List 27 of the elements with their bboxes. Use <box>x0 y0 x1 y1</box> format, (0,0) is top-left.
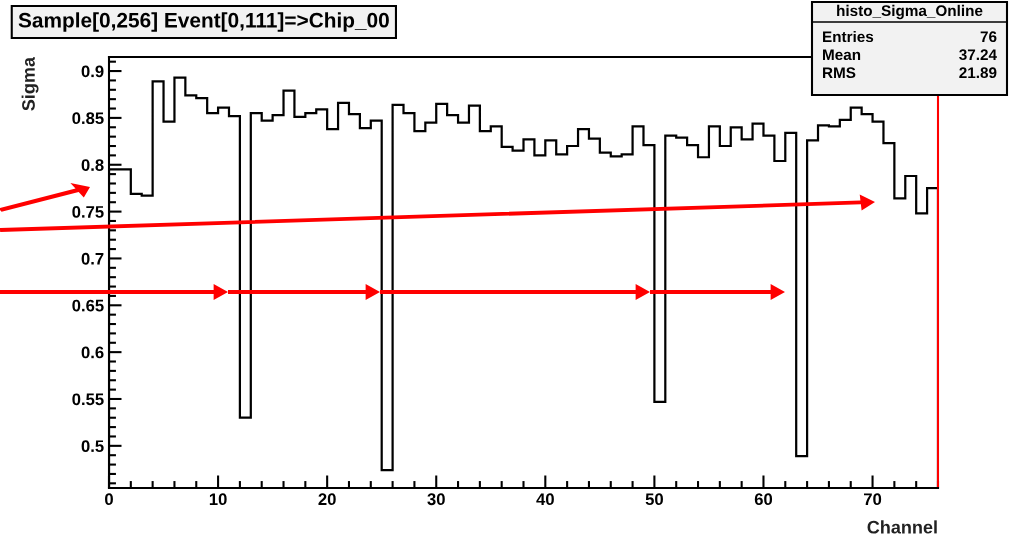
chart-title: Sample[0,256] Event[0,111]=>Chip_00 <box>18 12 389 32</box>
y-axis-title: Sigma <box>21 56 39 111</box>
x-tick-label: 30 <box>427 493 445 506</box>
y-tick-label: 0.65 <box>72 299 104 312</box>
x-tick-label: 20 <box>318 493 336 506</box>
x-tick-label: 40 <box>536 493 554 506</box>
y-tick-label: 0.85 <box>72 112 104 125</box>
y-tick-label: 0.55 <box>72 393 104 406</box>
y-tick-label: 0.5 <box>81 440 104 453</box>
text: 37.24 <box>959 49 997 61</box>
y-tick-label: 0.8 <box>81 159 104 171</box>
y-tick-label: 0.75 <box>72 206 104 218</box>
annotation: RMS <box>823 67 856 79</box>
x-tick-label: 0 <box>105 493 113 506</box>
x-tick-label: 50 <box>645 493 663 506</box>
text: Entries <box>823 30 874 43</box>
x-tick-label: 60 <box>754 493 773 506</box>
y-tick-label: 0.6 <box>81 346 104 359</box>
text: 76 <box>980 31 997 43</box>
y-tick-label: 0.9 <box>81 65 104 78</box>
x-tick-label: 10 <box>209 493 227 506</box>
text: 21.89 <box>959 67 997 79</box>
x-axis-title: Channel <box>867 520 937 534</box>
annotation: Mean <box>823 49 861 61</box>
text: histo_Sigma_Online <box>837 4 983 20</box>
y-tick-label: 0.7 <box>81 252 104 265</box>
x-tick-label: 70 <box>864 493 882 506</box>
